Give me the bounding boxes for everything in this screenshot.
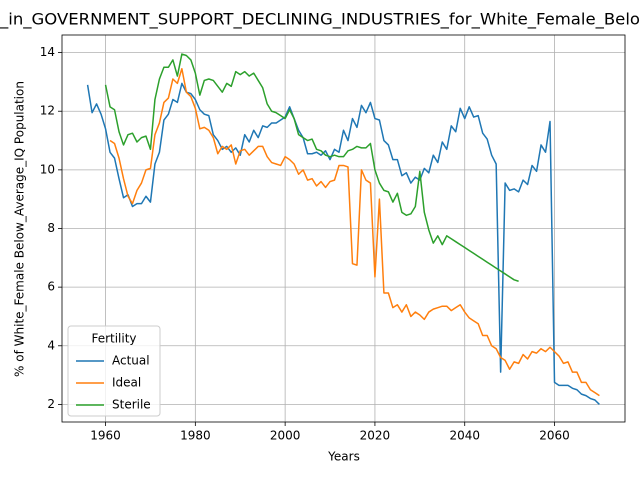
legend-label: Sterile	[112, 398, 151, 412]
x-tick-label: 1960	[90, 429, 121, 443]
chart-title: _in_GOVERNMENT_SUPPORT_DECLINING_INDUSTR…	[0, 10, 640, 30]
x-tick-label: 2000	[270, 429, 301, 443]
legend-label: Actual	[112, 354, 150, 368]
plot-frame	[61, 34, 626, 423]
y-tick-label: 6	[47, 280, 55, 294]
line	[104, 53, 519, 282]
line	[109, 67, 600, 397]
legend-title: Fertility	[91, 332, 136, 346]
x-tick-label: 2060	[539, 429, 570, 443]
x-axis-label: Years	[327, 450, 360, 464]
x-tick-label: 1980	[180, 429, 211, 443]
legend-label: Ideal	[112, 376, 141, 390]
y-axis-label: % of White_Female Below_Average_IQ Popul…	[13, 81, 27, 377]
x-tick-label: 2020	[360, 429, 391, 443]
y-tick-label: 4	[47, 338, 55, 352]
legend-box	[67, 325, 161, 417]
legend: Fertility Actual Ideal Sterile	[67, 325, 161, 417]
y-tick-label: 12	[40, 104, 55, 118]
y-tick-label: 2	[47, 397, 55, 411]
y-tick-label: 14	[40, 45, 55, 59]
x-tick-label: 2040	[449, 429, 480, 443]
y-tick-label: 8	[47, 221, 55, 235]
line	[86, 82, 600, 405]
y-tick-label: 10	[40, 162, 55, 176]
